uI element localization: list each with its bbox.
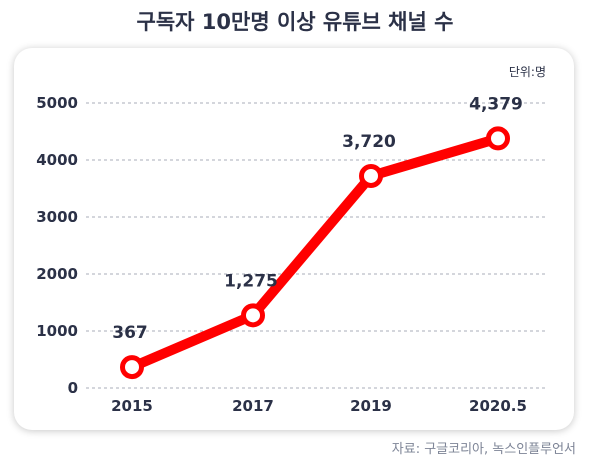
data-label: 1,275 [224, 271, 278, 291]
y-tick-label: 3000 [36, 208, 78, 226]
data-labels: 367 1,275 3,720 4,379 [112, 94, 523, 343]
x-tick-label: 2019 [350, 397, 392, 415]
data-point [120, 355, 144, 380]
gridlines [86, 102, 548, 389]
x-tick-label: 2020.5 [469, 397, 527, 415]
series-line [127, 133, 503, 373]
x-tick-label: 2015 [111, 397, 153, 415]
y-tick-label: 5000 [36, 94, 78, 112]
chart-title: 구독자 10만명 이상 유튜브 채널 수 [136, 10, 454, 34]
data-label: 4,379 [469, 94, 523, 114]
source-note: 자료: 구글코리아, 녹스인플루언서 [391, 442, 576, 457]
data-label: 367 [112, 323, 148, 343]
x-axis-ticks: 2015 2017 2019 2020.5 [111, 397, 527, 415]
y-tick-label: 4000 [36, 151, 78, 169]
data-point [241, 303, 265, 328]
data-label: 3,720 [342, 132, 396, 152]
data-points [120, 126, 510, 380]
x-tick-label: 2017 [232, 397, 274, 415]
y-tick-label: 0 [68, 379, 78, 397]
data-point [359, 163, 383, 188]
y-tick-label: 2000 [36, 265, 78, 283]
chart-card [14, 48, 574, 430]
y-axis-ticks: 0 1000 2000 3000 4000 5000 [36, 94, 78, 397]
data-point [486, 126, 510, 151]
unit-label: 단위:명 [509, 65, 546, 79]
y-tick-label: 1000 [36, 322, 78, 340]
